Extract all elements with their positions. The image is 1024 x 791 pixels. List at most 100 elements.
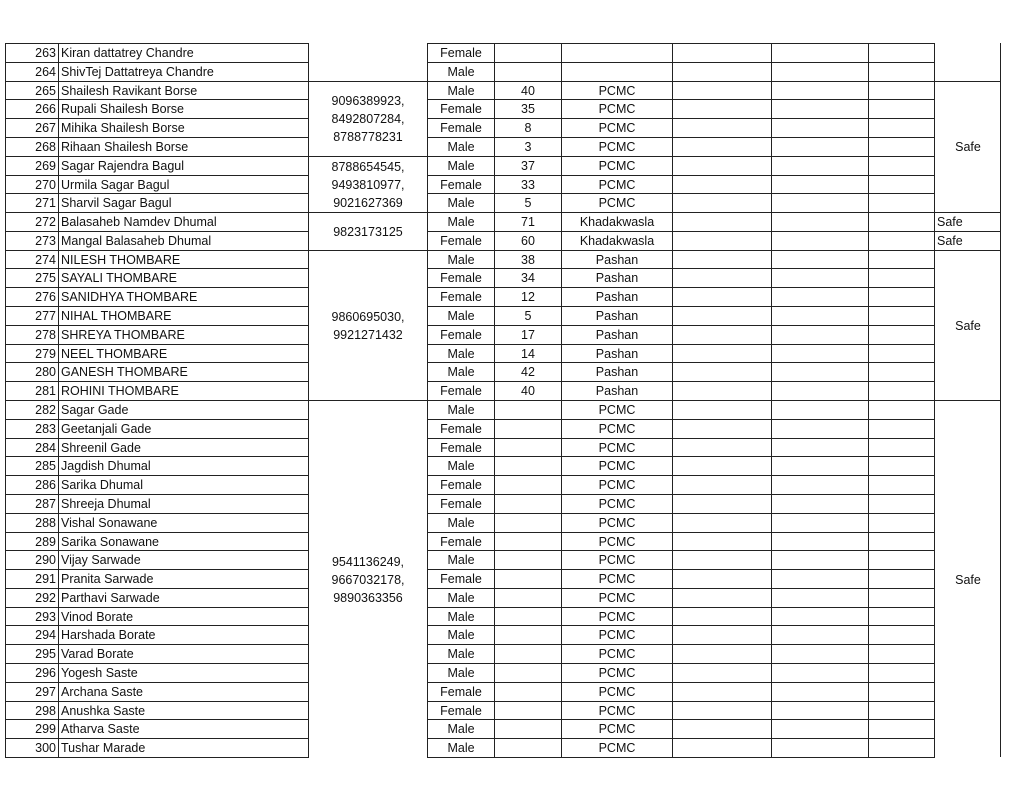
- row-age: [494, 513, 562, 533]
- row-number: 265: [5, 81, 59, 100]
- row-name: Sharvil Sagar Bagul: [58, 193, 309, 213]
- phone-number: 8492807284,: [331, 112, 405, 126]
- row-name: GANESH THOMBARE: [58, 362, 309, 382]
- row-blank-cell: [868, 137, 935, 157]
- row-gender: Female: [427, 419, 495, 439]
- row-number: 272: [5, 212, 59, 232]
- row-blank-cell: [672, 344, 772, 363]
- row-age: [494, 475, 562, 495]
- row-gender: Male: [427, 588, 495, 608]
- row-blank-cell: [672, 569, 772, 589]
- row-blank-cell: [771, 325, 869, 345]
- row-blank-cell: [672, 99, 772, 119]
- row-location: PCMC: [561, 494, 673, 514]
- row-name: ShivTej Dattatreya Chandre: [58, 62, 309, 82]
- row-blank-cell: [672, 438, 772, 457]
- row-gender: Female: [427, 99, 495, 119]
- row-number: 297: [5, 682, 59, 702]
- row-blank-cell: [771, 719, 869, 739]
- row-blank-cell: [672, 81, 772, 100]
- row-name: Pranita Sarwade: [58, 569, 309, 589]
- row-name: SANIDHYA THOMBARE: [58, 287, 309, 307]
- row-name: Vijay Sarwade: [58, 550, 309, 570]
- row-blank-cell: [672, 701, 772, 720]
- row-number: 268: [5, 137, 59, 157]
- row-blank-cell: [771, 175, 869, 194]
- row-blank-cell: [672, 268, 772, 288]
- row-blank-cell: [771, 287, 869, 307]
- row-age: [494, 738, 562, 758]
- row-blank-cell: [771, 644, 869, 664]
- row-name: Vinod Borate: [58, 607, 309, 626]
- row-blank-cell: [868, 456, 935, 476]
- row-blank-cell: [868, 532, 935, 551]
- row-age: [494, 494, 562, 514]
- row-number: 285: [5, 456, 59, 476]
- row-blank-cell: [672, 644, 772, 664]
- row-blank-cell: [771, 588, 869, 608]
- row-name: Balasaheb Namdev Dhumal: [58, 212, 309, 232]
- row-blank-cell: [868, 362, 935, 382]
- row-blank-cell: [771, 738, 869, 758]
- row-age: [494, 62, 562, 82]
- row-gender: Male: [427, 344, 495, 363]
- row-blank-cell: [672, 231, 772, 251]
- row-age: [494, 663, 562, 683]
- row-location: PCMC: [561, 532, 673, 551]
- row-location: Pashan: [561, 306, 673, 326]
- row-name: Tushar Marade: [58, 738, 309, 758]
- row-blank-cell: [868, 212, 935, 232]
- row-gender: Male: [427, 513, 495, 533]
- row-blank-cell: [672, 625, 772, 645]
- phone-numbers-cell: 8788654545, 9493810977, 9021627369: [308, 156, 428, 213]
- row-blank-cell: [868, 344, 935, 363]
- row-gender: Female: [427, 381, 495, 401]
- row-blank-cell: [868, 719, 935, 739]
- row-blank-cell: [672, 62, 772, 82]
- row-location: PCMC: [561, 644, 673, 664]
- row-blank-cell: [771, 381, 869, 401]
- row-location: PCMC: [561, 137, 673, 157]
- row-gender: Female: [427, 532, 495, 551]
- row-blank-cell: [868, 250, 935, 269]
- row-gender: Female: [427, 438, 495, 457]
- row-gender: Male: [427, 607, 495, 626]
- row-blank-cell: [672, 250, 772, 269]
- row-number: 275: [5, 268, 59, 288]
- row-gender: Male: [427, 193, 495, 213]
- row-blank-cell: [868, 62, 935, 82]
- table-right-edge: [1000, 43, 1001, 757]
- row-age: 40: [494, 381, 562, 401]
- row-blank-cell: [771, 306, 869, 326]
- phone-number: 9860695030,: [331, 309, 405, 324]
- row-age: 38: [494, 250, 562, 269]
- row-blank-cell: [771, 193, 869, 213]
- row-gender: Female: [427, 325, 495, 345]
- row-gender: Female: [427, 569, 495, 589]
- row-name: Geetanjali Gade: [58, 419, 309, 439]
- row-blank-cell: [771, 569, 869, 589]
- row-blank-cell: [771, 607, 869, 626]
- row-blank-cell: [771, 550, 869, 570]
- row-age: [494, 682, 562, 702]
- row-age: [494, 43, 562, 63]
- row-name: Parthavi Sarwade: [58, 588, 309, 608]
- row-age: [494, 419, 562, 439]
- row-blank-cell: [672, 306, 772, 326]
- row-gender: Male: [427, 738, 495, 758]
- row-location: Pashan: [561, 287, 673, 307]
- row-number: 271: [5, 193, 59, 213]
- row-number: 276: [5, 287, 59, 307]
- row-name: Archana Saste: [58, 682, 309, 702]
- row-gender: Female: [427, 43, 495, 63]
- row-blank-cell: [868, 738, 935, 758]
- row-location: [561, 43, 673, 63]
- row-blank-cell: [868, 663, 935, 683]
- row-age: 12: [494, 287, 562, 307]
- row-name: ROHINI THOMBARE: [58, 381, 309, 401]
- row-blank-cell: [672, 193, 772, 213]
- status-cell: [934, 43, 1001, 82]
- row-gender: Female: [427, 287, 495, 307]
- row-age: 33: [494, 175, 562, 194]
- row-blank-cell: [672, 494, 772, 514]
